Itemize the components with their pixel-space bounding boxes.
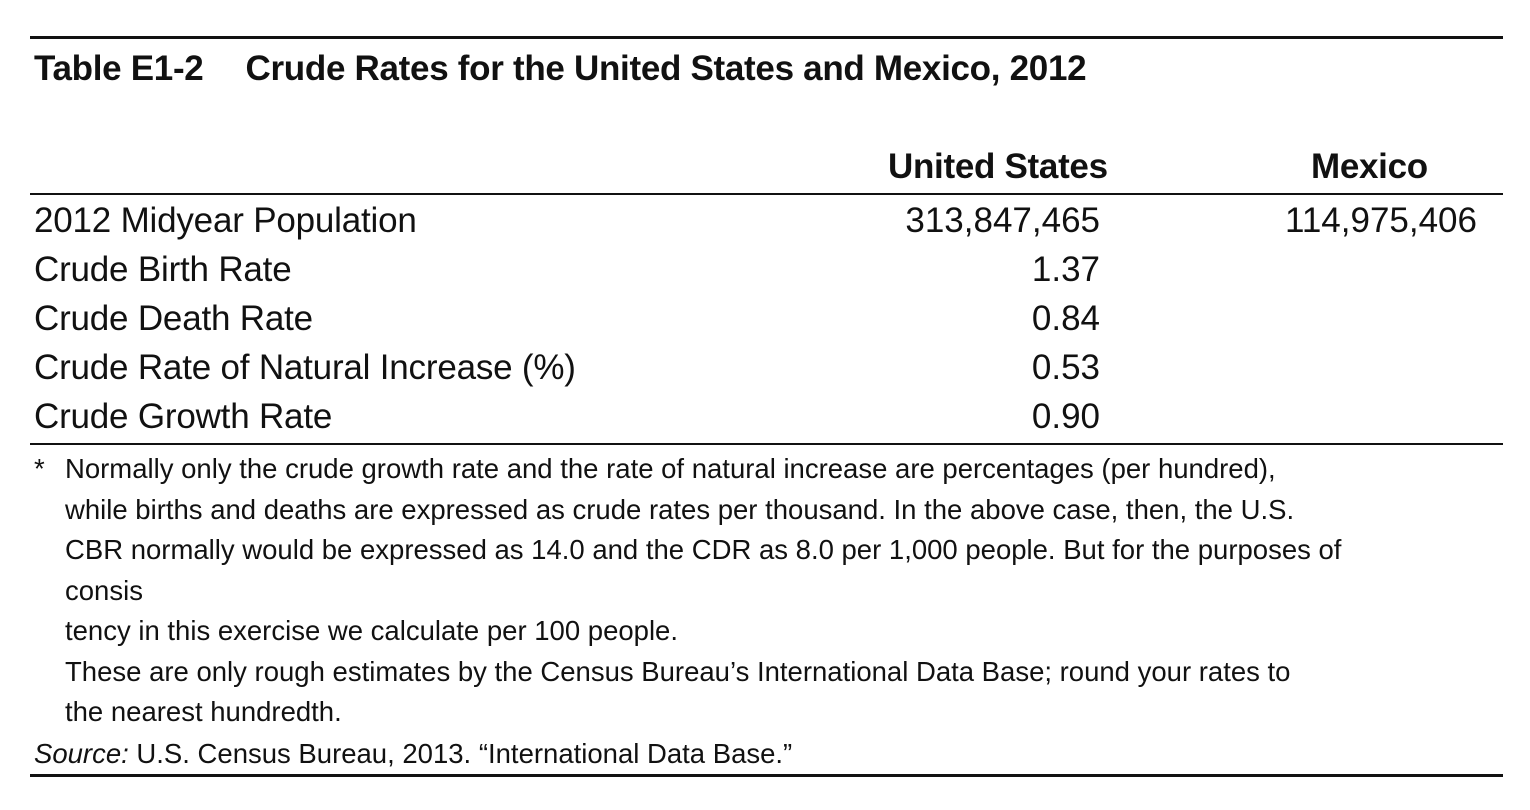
row-label: Crude Rate of Natural Increase (%): [34, 348, 576, 387]
cell-united-states: 1.37: [1031, 250, 1100, 289]
cell-united-states: 0.90: [1031, 397, 1100, 436]
row-label: Crude Birth Rate: [34, 250, 292, 289]
header-rule: [30, 193, 1503, 195]
table-row: Crude Death Rate 0.84: [30, 294, 1503, 343]
table-title-text: Crude Rates for the United States and Me…: [245, 49, 1087, 88]
footnote-line: tency in this exercise we calculate per …: [65, 615, 678, 646]
cell-united-states: 0.84: [1031, 299, 1100, 338]
footnote-line: These are only rough estimates by the Ce…: [65, 655, 1291, 687]
cell-united-states: 313,847,465: [905, 201, 1100, 240]
table-title: Table E1-2 Crude Rates for the United Sta…: [34, 48, 1087, 90]
table-label: Table E1-2: [34, 49, 204, 88]
body-rule: [30, 443, 1503, 445]
footnote-line: consis: [65, 574, 143, 606]
top-rule: [30, 36, 1503, 39]
table-row: Crude Growth Rate 0.90: [30, 392, 1503, 441]
footnote-line: the nearest hundredth.: [65, 696, 342, 727]
column-header-united-states: United States: [888, 147, 1108, 186]
row-label: Crude Growth Rate: [34, 397, 333, 436]
source-text: U.S. Census Bureau, 2013. “International…: [128, 738, 793, 769]
footnote-line: while births and deaths are expressed as…: [65, 493, 1295, 525]
footnote-line: Normally only the crude growth rate and …: [65, 453, 1276, 484]
cell-mexico: 114,975,406: [1284, 201, 1477, 240]
row-label: Crude Death Rate: [34, 299, 313, 338]
source-label: Source:: [34, 738, 129, 769]
source-line: Source: U.S. Census Bureau, 2013. “Inter…: [34, 734, 792, 774]
cell-united-states: 0.53: [1031, 348, 1100, 387]
bottom-rule: [30, 774, 1503, 777]
table-row: 2012 Midyear Population 313,847,465 114,…: [30, 196, 1503, 245]
row-label: 2012 Midyear Population: [34, 201, 417, 240]
document-page: Table E1-2 Crude Rates for the United Sta…: [30, 0, 1503, 810]
footnote-text: Normally only the crude growth rate and …: [65, 449, 1341, 733]
footnote-line: CBR normally would be expressed as 14.0 …: [65, 534, 1342, 565]
footnote-marker: *: [34, 453, 45, 484]
column-header-mexico: Mexico: [1311, 147, 1428, 186]
table-row: Crude Rate of Natural Increase (%) 0.53: [30, 343, 1503, 392]
table-row: Crude Birth Rate 1.37: [30, 245, 1503, 294]
